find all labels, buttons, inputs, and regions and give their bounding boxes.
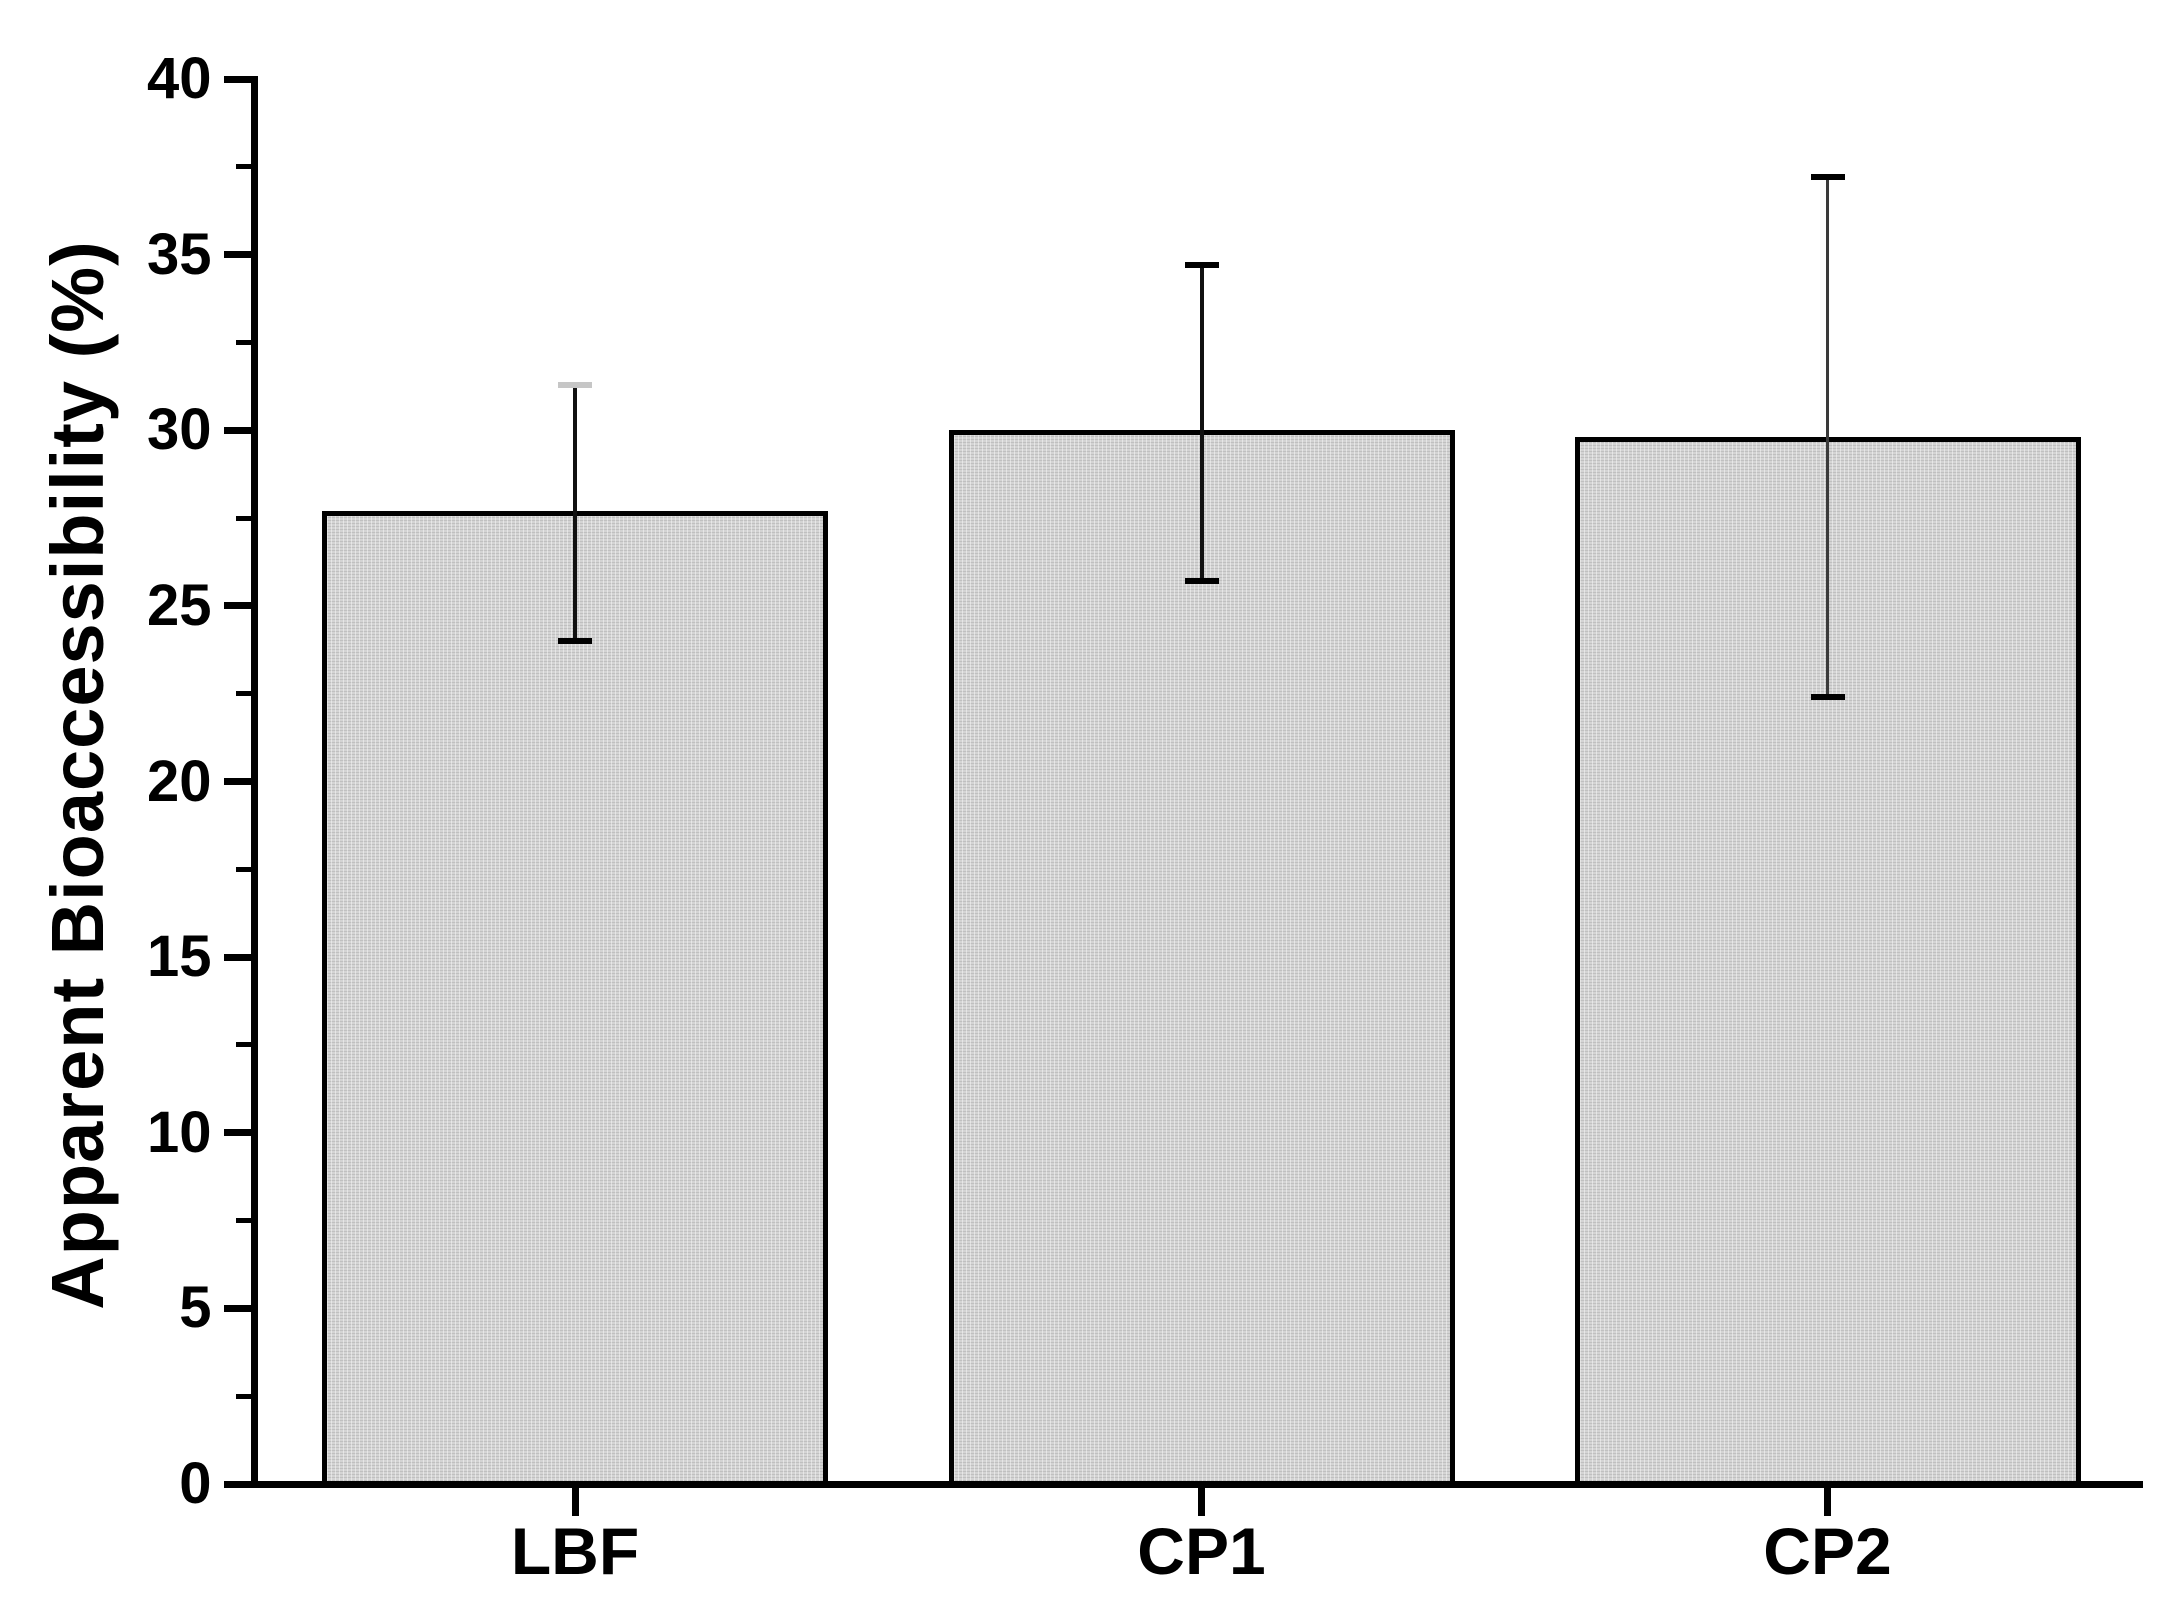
error-bar-top-cap — [1810, 174, 1845, 181]
y-minor-tick — [235, 1218, 252, 1224]
y-minor-tick — [235, 339, 252, 345]
y-minor-tick — [235, 1393, 252, 1399]
error-bar-line — [1199, 265, 1204, 582]
y-tick-label: 40 — [146, 46, 212, 111]
error-bar-bottom-cap — [558, 638, 592, 644]
error-bar-top-cap — [1184, 262, 1219, 269]
y-major-tick — [223, 1304, 252, 1312]
y-tick-label: 25 — [146, 572, 212, 638]
y-major-tick — [223, 426, 252, 434]
y-major-tick — [223, 251, 252, 259]
y-major-tick — [223, 953, 252, 961]
bar-lbf — [322, 511, 828, 1486]
y-major-tick — [223, 75, 252, 83]
y-axis-line — [251, 76, 258, 1488]
error-bar-top-cap — [558, 381, 592, 388]
x-tick — [1198, 1488, 1205, 1516]
x-tick — [571, 1488, 579, 1516]
y-major-tick — [223, 1129, 252, 1137]
x-tick-label-cp1: CP1 — [1137, 1514, 1266, 1588]
error-bar-bottom-cap — [1810, 694, 1845, 701]
y-minor-tick — [235, 515, 252, 521]
y-minor-tick — [235, 691, 252, 697]
y-tick-label: 0 — [179, 1451, 212, 1516]
x-tick-label-cp2: CP2 — [1763, 1514, 1892, 1588]
y-tick-label: 5 — [179, 1275, 212, 1341]
y-tick-label: 30 — [146, 397, 212, 463]
bar-cp1 — [948, 430, 1455, 1486]
y-major-tick — [223, 1480, 252, 1488]
y-tick-label: 20 — [146, 748, 212, 814]
y-major-tick — [223, 602, 252, 610]
x-tick — [1824, 1488, 1831, 1516]
error-bar-line — [573, 384, 577, 641]
x-tick-label-lbf: LBF — [510, 1514, 640, 1588]
y-minor-tick — [235, 1042, 252, 1048]
y-tick-label: 35 — [146, 221, 212, 287]
y-tick-label: 15 — [146, 924, 212, 990]
y-tick-label: 10 — [146, 1099, 212, 1165]
y-minor-tick — [235, 866, 252, 872]
y-minor-tick — [235, 164, 252, 170]
error-bar-line — [1826, 177, 1829, 698]
error-bar-bottom-cap — [1184, 578, 1219, 585]
y-major-tick — [223, 778, 252, 785]
